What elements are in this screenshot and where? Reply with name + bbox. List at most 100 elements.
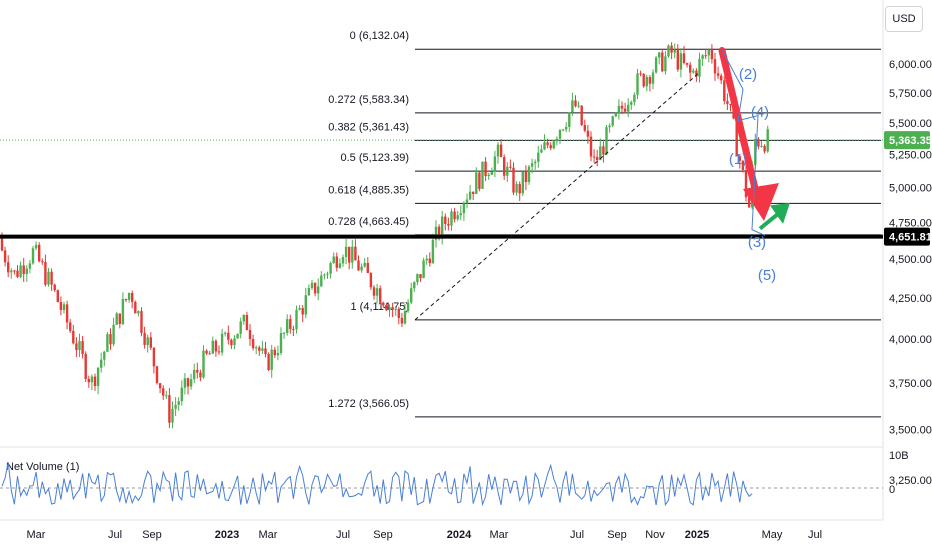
candle-body [301, 308, 304, 315]
candle-body [78, 341, 81, 351]
candle-body [0, 236, 4, 251]
time-tick-label: Sep [373, 529, 393, 541]
fibonacci-retracement[interactable]: 0 (6,132.04) 0.272 (5,583.34) 0.382 (5,361… [328, 30, 881, 418]
candle-body [211, 340, 214, 354]
candle-body [180, 387, 183, 402]
candle-body [146, 337, 149, 345]
candle-body [186, 378, 190, 387]
candle-body [230, 339, 233, 346]
candle-body [441, 216, 444, 238]
candle-body [515, 183, 518, 193]
candle-body [276, 353, 280, 356]
candle-body [81, 341, 84, 354]
support-badge [884, 227, 930, 246]
candle-body [22, 265, 25, 275]
candle-body [540, 149, 543, 153]
bullish-arrow-head [770, 202, 790, 224]
price-tick-label: 4,500.00 [889, 254, 932, 266]
candle-body [689, 64, 692, 73]
candle-body [205, 350, 208, 354]
candle-body [676, 50, 679, 70]
candle-body [555, 138, 559, 142]
fib-level-label: 1.272 (3,566.05) [328, 398, 409, 410]
price-tick-label: 3,750.00 [889, 378, 932, 390]
candle-body [282, 332, 286, 334]
price-tick-label: 3,250.00 [889, 475, 932, 487]
candle-body [208, 353, 211, 355]
candle-body [710, 49, 714, 60]
fib-trend-line[interactable] [414, 71, 701, 321]
candle-body [561, 129, 565, 131]
current-price-badge [884, 131, 930, 150]
currency-button[interactable]: USD [885, 6, 923, 32]
fib-level-label: 0.618 (4,885.35) [328, 184, 409, 196]
candle-body [400, 317, 404, 324]
price-tick-label: 3,500.00 [889, 425, 932, 437]
time-tick-label: Mar [27, 529, 46, 541]
candle-body [487, 174, 490, 177]
candle-body [273, 349, 276, 356]
candle-body [651, 72, 655, 84]
time-axis[interactable]: Mar Jul Sep 2023 Mar Jul Sep 2024 Mar Jul Sep Nov 20… [27, 529, 823, 541]
candle-body [614, 112, 617, 117]
candle-body [382, 302, 385, 306]
candle-body [69, 322, 72, 331]
candle-body [261, 348, 264, 351]
candle-body [10, 270, 13, 273]
time-tick-label: Jul [336, 529, 350, 541]
candle-body [267, 354, 270, 370]
candle-body [499, 144, 503, 158]
candle-body [242, 314, 245, 322]
candle-body [472, 191, 475, 194]
candle-body [289, 319, 292, 330]
time-tick-label: Mar [490, 529, 509, 541]
candle-body [425, 258, 428, 261]
candle-body [530, 163, 534, 167]
candle-body [741, 160, 745, 170]
candle-body [196, 369, 199, 373]
candle-body [47, 271, 50, 285]
candle-body [34, 244, 38, 249]
candle-body [744, 169, 748, 198]
price-tick-label: 5,500.00 [889, 118, 932, 130]
candle-body [720, 75, 723, 81]
candle-body [605, 127, 608, 155]
candle-body [630, 102, 633, 105]
time-tick-label: May [762, 529, 783, 541]
candle-body [118, 313, 121, 325]
candle-body [87, 378, 90, 383]
candle-body [227, 332, 230, 340]
candle-body [707, 49, 710, 56]
candle-body [348, 246, 351, 263]
candle-body [503, 157, 506, 176]
candle-body [354, 246, 357, 261]
candle-body [93, 376, 97, 387]
candle-body [481, 161, 484, 189]
time-tick-label: Mar [259, 529, 278, 541]
candle-body [571, 100, 574, 113]
candle-body [162, 388, 165, 396]
time-tick-label: Jul [108, 529, 122, 541]
candle-body [279, 333, 283, 354]
volume-top-tick: 10B [889, 450, 909, 462]
time-tick-label: Jul [808, 529, 822, 541]
candle-body [620, 105, 624, 109]
net-volume-line [1, 462, 753, 507]
price-axis[interactable]: 6,000.00 5,750.00 5,500.00 5,250.00 5,000.00… [889, 59, 932, 487]
candle-body [406, 302, 410, 311]
candle-body [633, 94, 636, 103]
candle-body [214, 340, 218, 352]
candle-body [103, 351, 106, 360]
candle-body [580, 105, 583, 126]
candle-body [577, 105, 580, 107]
candle-body [50, 271, 53, 285]
candle-body [478, 172, 481, 189]
candle-body [698, 58, 701, 77]
candle-body [444, 216, 447, 224]
candle-body [292, 329, 295, 331]
candle-body [270, 349, 273, 370]
candle-body [304, 295, 307, 315]
bearish-arrow-shaft [718, 47, 762, 205]
candle-body [596, 156, 599, 161]
